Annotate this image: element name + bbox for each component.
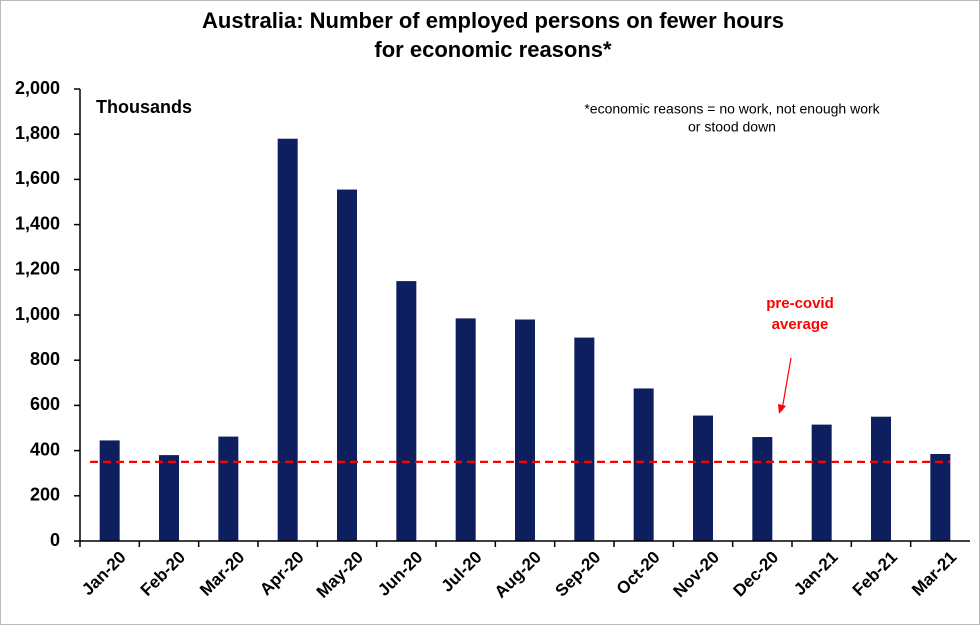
bar	[396, 281, 417, 541]
bar	[515, 319, 535, 541]
bar	[337, 189, 357, 541]
y-tick-label: 1,000	[15, 304, 60, 324]
y-tick-label: 800	[30, 349, 60, 369]
y-tick-label: 1,200	[15, 259, 60, 279]
bar	[930, 453, 951, 541]
y-tick-label: 1,800	[15, 123, 60, 143]
y-tick-label: 2,000	[15, 78, 60, 98]
y-tick-label: 1,400	[15, 213, 60, 233]
annotation-arrowhead	[778, 404, 786, 414]
y-tick-label: 200	[30, 485, 60, 505]
y-tick-label: 600	[30, 394, 60, 414]
note: *economic reasons = no work, not enough …	[584, 101, 880, 117]
chart-title: Australia: Number of employed persons on…	[202, 8, 784, 33]
y-tick-label: 1,600	[15, 168, 60, 188]
bar	[633, 388, 654, 541]
bar	[811, 424, 832, 541]
bar	[693, 415, 713, 541]
bar	[218, 436, 239, 541]
reference-label: pre-covid	[766, 295, 834, 312]
bar	[99, 440, 120, 541]
bar	[574, 337, 595, 541]
bar	[277, 138, 298, 541]
y-tick-label: 0	[50, 530, 60, 550]
chart-title: for economic reasons*	[374, 37, 612, 62]
annotation-arrow	[781, 357, 792, 411]
note: or stood down	[688, 119, 776, 135]
y-tick-label: 400	[30, 439, 60, 459]
bar	[752, 437, 773, 541]
reference-label: average	[772, 316, 829, 333]
bar	[871, 416, 891, 541]
bar	[159, 455, 179, 541]
bar	[455, 318, 476, 541]
unit-label: Thousands	[96, 97, 192, 117]
